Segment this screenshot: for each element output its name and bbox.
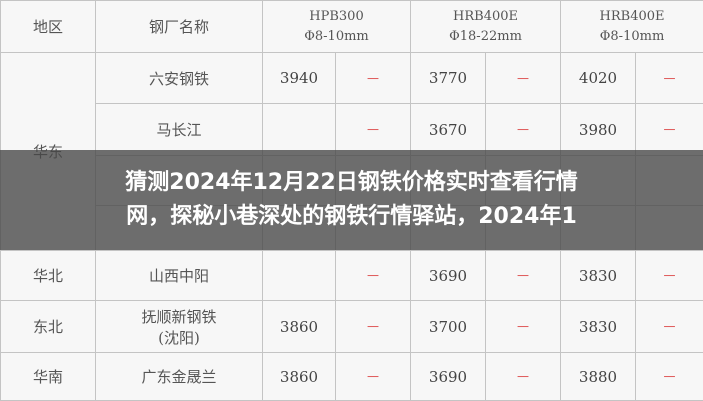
banner-line: 网，探秘小巷深处的钢铁行情驿站，2024年1 (0, 200, 703, 234)
price-cell: 3980 (561, 104, 636, 156)
dash-cell: － (336, 53, 411, 104)
dash-cell (263, 104, 336, 156)
dash-cell: － (486, 301, 561, 353)
price-cell: 3880 (561, 353, 636, 401)
mill-name: 山西中阳 (96, 265, 262, 286)
mill-cell: 六安钢铁 (96, 53, 263, 104)
table-row: 华东六安钢铁3940－3770－4020－ (1, 53, 703, 104)
price-cell: 3860 (263, 301, 336, 353)
price-cell: 3700 (411, 301, 486, 353)
title-banner: 猜测2024年12月22日钢铁价格实时查看行情 网，探秘小巷深处的钢铁行情驿站，… (0, 150, 703, 250)
banner-line: 猜测2024年12月22日钢铁价格实时查看行情 (0, 166, 703, 200)
dash-cell: － (336, 251, 411, 301)
price-cell: 4020 (561, 53, 636, 104)
price-cell: 3830 (561, 251, 636, 301)
region-cell: 华南 (1, 353, 96, 401)
dash-cell: － (486, 353, 561, 401)
mill-note: (沈阳) (96, 327, 262, 348)
grade-name: HRB400E (411, 7, 560, 27)
table-row: 马长江－3670－3980－ (1, 104, 703, 156)
grade-spec: Φ8-10mm (263, 27, 410, 47)
dash-cell: － (336, 104, 411, 156)
region-cell: 东北 (1, 301, 96, 353)
dash-cell: － (486, 251, 561, 301)
mill-name: 广东金晟兰 (96, 366, 262, 387)
mill-cell: 马长江 (96, 104, 263, 156)
price-cell: 3770 (411, 53, 486, 104)
mill-cell: 抚顺新钢铁(沈阳) (96, 301, 263, 353)
price-cell: 3670 (411, 104, 486, 156)
mill-cell: 山西中阳 (96, 251, 263, 301)
mill-name: 六安钢铁 (96, 68, 262, 89)
mill-name: 抚顺新钢铁 (96, 306, 262, 327)
dash-cell: － (486, 104, 561, 156)
dash-cell: － (336, 353, 411, 401)
dash-cell: － (636, 53, 703, 104)
price-cell: 3690 (411, 353, 486, 401)
mill-name: 马长江 (96, 119, 262, 140)
dash-cell: － (486, 53, 561, 104)
price-cell: 3690 (411, 251, 486, 301)
header-region: 地区 (1, 1, 96, 53)
table-row: 华北山西中阳－3690－3830－ (1, 251, 703, 301)
grade-spec: Φ18-22mm (411, 27, 560, 47)
dash-cell: － (636, 353, 703, 401)
table-row: 东北抚顺新钢铁(沈阳)3860－3700－3830－ (1, 301, 703, 353)
dash-cell: － (636, 251, 703, 301)
header-mill: 钢厂名称 (96, 1, 263, 53)
mill-cell: 广东金晟兰 (96, 353, 263, 401)
price-cell: 3860 (263, 353, 336, 401)
grade-name: HRB400E (561, 7, 703, 27)
region-cell: 华北 (1, 251, 96, 301)
dash-cell: － (636, 104, 703, 156)
grade-spec: Φ8-10mm (561, 27, 703, 47)
dash-cell (263, 251, 336, 301)
dash-cell: － (336, 301, 411, 353)
dash-cell: － (636, 301, 703, 353)
price-cell: 3940 (263, 53, 336, 104)
grade-name: HPB300 (263, 7, 410, 27)
price-cell: 3830 (561, 301, 636, 353)
